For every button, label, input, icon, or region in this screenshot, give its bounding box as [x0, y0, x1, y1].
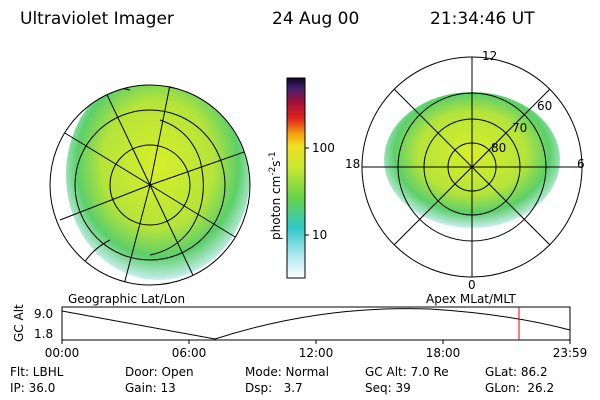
timeline-xtick: 00:00: [45, 346, 80, 360]
info-field: Dsp: 3.7: [245, 381, 303, 395]
info-field: IP: 36.0: [10, 381, 55, 395]
timeline-xticks: 00:00 06:00 12:00 18:00 23:59: [45, 340, 588, 360]
timeline-xtick: 06:00: [172, 346, 207, 360]
mlt-label: 12: [482, 49, 497, 63]
lat-label: 70: [512, 121, 527, 135]
colorbar-tick: 10: [312, 228, 327, 242]
info-field: Mode: Normal: [245, 365, 329, 379]
timeline-xtick: 12:00: [299, 346, 334, 360]
info-field: GC Alt: 7.0 Re: [365, 365, 449, 379]
timeline-y-label: GC Alt: [12, 304, 26, 342]
lat-label: 60: [537, 99, 552, 113]
info-field: Door: Open: [125, 365, 194, 379]
colorbar: [286, 77, 306, 279]
colorbar-label: photon cm-2s-1: [268, 151, 283, 240]
info-field: GLat: 86.2: [485, 365, 548, 379]
time: 21:34:46 UT: [430, 9, 535, 29]
left-caption: Geographic Lat/Lon: [68, 292, 185, 306]
info-panel: Flt: LBHL Door: Open Mode: Normal GC Alt: 7…: [10, 365, 554, 395]
timeline-xtick: 18:00: [426, 346, 461, 360]
right-caption: Apex MLat/MLT: [426, 292, 516, 306]
info-field: GLon: 26.2: [485, 381, 554, 395]
info-field: Gain: 13: [125, 381, 176, 395]
timeline-box: [61, 306, 571, 341]
title: Ultraviolet Imager: [20, 9, 174, 29]
geographic-map: [59, 85, 250, 285]
timeline-ytick: 1.8: [34, 327, 53, 341]
mlt-label: 18: [345, 157, 360, 171]
info-field: Flt: LBHL: [10, 365, 64, 379]
globe-outline: [49, 84, 251, 286]
altitude-curve: [61, 308, 571, 340]
info-field: Seq: 39: [365, 381, 411, 395]
lat-label: 80: [491, 141, 506, 155]
mlt-label: 0: [468, 278, 476, 292]
colorbar-tick: 100: [312, 141, 335, 155]
timeline-ytick: 9.0: [34, 307, 53, 321]
timeline-xtick: 23:59: [553, 346, 588, 360]
polar-grid: [361, 56, 583, 278]
date: 24 Aug 00: [272, 9, 359, 29]
mlt-label: 6: [577, 157, 585, 171]
